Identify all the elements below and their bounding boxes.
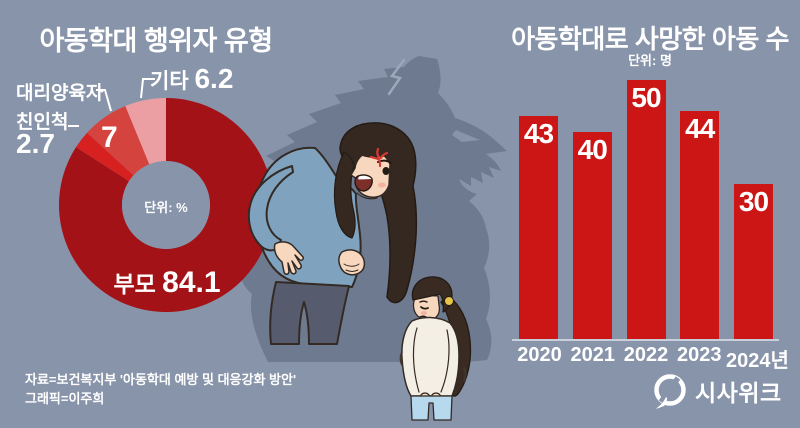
mother-pants <box>269 281 350 345</box>
child-sleeve-lines <box>412 327 450 393</box>
donut-unit-label: 단위: % <box>144 200 188 215</box>
bar-2023: 44 <box>680 111 720 340</box>
donut-label-chin: 친인척 2.7 <box>16 112 69 159</box>
bar-year-label: 2021 <box>570 344 616 366</box>
child-eye <box>420 306 429 310</box>
bar-unit-label: 단위: 명 <box>628 53 672 68</box>
donut-label-gita-value: 6.2 <box>194 63 234 94</box>
wolf-crack-mark <box>387 58 406 96</box>
donut-label-bumo-name: 부모 <box>113 271 156 297</box>
child-shirt <box>401 316 460 397</box>
mother-and-child-illustration <box>247 122 472 421</box>
right-chart-title: 아동학대로 사망한 아동 수 <box>511 24 789 54</box>
mother-blush <box>378 182 386 188</box>
donut-label-gita-name: 기타 <box>150 70 189 93</box>
bar-value-label: 43 <box>523 118 554 149</box>
bar-value-label: 30 <box>738 186 769 217</box>
graphic-credit-line: 그래픽=이주희 <box>25 391 105 406</box>
child-mouth <box>419 315 427 318</box>
donut-label-gita: 기타 6.2 <box>150 63 233 95</box>
bar-2020: 43 <box>519 116 558 340</box>
mother-hand-right <box>338 249 366 276</box>
source-line: 자료=보건복지부 '아동학대 예방 및 대응강화 방안' <box>25 372 297 387</box>
donut-label-chin-name: 친인척 <box>16 112 69 133</box>
mother-arm-sleeve <box>247 165 294 252</box>
mother-teeth <box>358 175 372 180</box>
publisher-logo: 시사위크 <box>652 373 782 409</box>
bar-value-label: 44 <box>685 113 715 144</box>
trembling-marks <box>399 351 467 382</box>
perpetrator-donut-chart <box>59 98 273 312</box>
bar-value-label: 40 <box>577 134 608 165</box>
donut-label-chin-value: 2.7 <box>16 128 55 159</box>
bar-year-label: 2023 <box>677 344 722 366</box>
mother-eye <box>382 167 390 175</box>
mother-figure <box>247 122 418 345</box>
donut-label-daeri: 대리양육자 <box>16 83 104 104</box>
mother-collar-line <box>356 192 378 200</box>
donut-label-daeri-value: 7 <box>101 121 118 154</box>
donut-segment-1 <box>76 132 134 182</box>
mother-hair-front-strand <box>333 151 356 239</box>
bar-chart-year-axis: 2020 2021 2022 2023 2024년 <box>513 344 789 373</box>
child-blush <box>421 311 427 315</box>
source-credit: 자료=보건복지부 '아동학대 예방 및 대응강화 방안' 그래픽=이주희 <box>25 370 296 408</box>
bar-year-label: 2022 <box>623 344 669 366</box>
bar-2021: 40 <box>572 132 612 340</box>
child-pants <box>410 395 453 421</box>
bar-value-label: 50 <box>631 82 661 113</box>
bar-2024년: 30 <box>734 184 773 340</box>
wolf-eye <box>452 130 480 142</box>
anger-mark-icon <box>369 147 389 168</box>
left-chart-title: 아동학대 행위자 유형 <box>39 26 273 56</box>
donut-segment-2 <box>87 106 150 176</box>
bar-chart-baseline <box>512 339 779 341</box>
child-eyebrow <box>419 300 428 303</box>
sisaweek-s-emblem-icon <box>654 374 686 409</box>
deaths-bar-chart: 43 40 50 44 30 <box>512 80 780 340</box>
donut-hole <box>122 161 210 249</box>
bar-year-label: 2024년 <box>726 350 789 372</box>
publisher-logo-text: 시사위크 <box>695 380 782 406</box>
bar-year-label: 2020 <box>517 344 562 366</box>
mother-hand-left <box>273 241 304 275</box>
bar-2022: 50 <box>626 80 666 340</box>
mother-hand-right-fingers <box>343 263 360 272</box>
donut-segment-0 <box>59 98 273 312</box>
donut-segment-3 <box>125 98 166 165</box>
donut-label-bumo: 부모 84.1 <box>67 265 267 300</box>
child-figure <box>399 276 472 421</box>
donut-label-bumo-value: 84.1 <box>162 266 221 299</box>
child-hair-tie <box>444 296 454 306</box>
